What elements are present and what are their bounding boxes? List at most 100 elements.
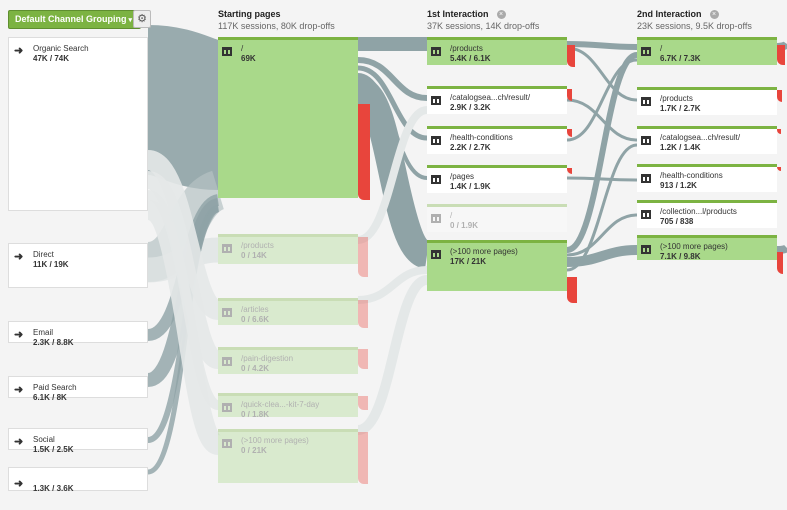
flow-band xyxy=(566,245,638,267)
first-interaction-node[interactable]: /products 5.4K / 6.1K xyxy=(427,37,567,65)
dropoff-bar[interactable] xyxy=(567,129,572,137)
column-header-second-interaction: 2nd Interaction × 23K sessions, 9.5K drop… xyxy=(637,8,752,32)
page-icon xyxy=(222,308,232,317)
source-node-social[interactable]: ➜ Social 1.5K / 2.5K xyxy=(8,428,148,454)
page-icon xyxy=(222,47,232,56)
dropoff-bar[interactable] xyxy=(777,252,783,274)
page-icon xyxy=(431,96,441,105)
first-interaction-node[interactable]: /catalogsea...ch/result/ 2.9K / 3.2K xyxy=(427,86,567,114)
chevron-down-icon: ▾ xyxy=(128,17,133,24)
dropoff-bar[interactable] xyxy=(777,129,781,134)
flow-band xyxy=(776,244,787,254)
second-interaction-node[interactable]: /collection...l/products 705 / 838 xyxy=(637,200,777,228)
arrow-right-icon: ➜ xyxy=(14,478,24,490)
dropoff-bar[interactable] xyxy=(358,300,368,328)
step1-flows xyxy=(354,36,433,435)
second-interaction-node[interactable]: /catalogsea...ch/result/ 1.2K / 1.4K xyxy=(637,126,777,154)
node-label: /products xyxy=(450,44,483,53)
dropoff-bar[interactable] xyxy=(777,45,785,65)
close-icon[interactable]: × xyxy=(709,10,719,20)
page-icon xyxy=(641,47,651,56)
node-value: 0 / 6.6K xyxy=(241,315,270,324)
node-label: /articles xyxy=(241,305,269,314)
dropoff-bar[interactable] xyxy=(358,349,368,369)
node-value: 1.7K / 2.7K xyxy=(660,104,701,113)
node-label: /catalogsea...ch/result/ xyxy=(450,93,531,102)
flow-band xyxy=(566,213,638,257)
flow-band xyxy=(566,46,638,102)
page-icon xyxy=(431,47,441,56)
page-icon xyxy=(641,245,651,254)
first-interaction-node[interactable]: /health-conditions 2.2K / 2.7K xyxy=(427,126,567,154)
source-node-email[interactable]: ➜ Email 2.3K / 8.8K xyxy=(8,321,148,347)
flow-band xyxy=(566,176,638,182)
node-label: /pain-digestion xyxy=(241,354,294,363)
node-value: 5.4K / 6.1K xyxy=(450,54,491,63)
dropoff-bar[interactable] xyxy=(358,432,368,484)
starting-page-node[interactable]: /articles 0 / 6.6K xyxy=(218,298,358,325)
dropoff-bar[interactable] xyxy=(567,168,572,174)
flow-band xyxy=(357,266,428,304)
node-value: 6.7K / 7.3K xyxy=(660,54,701,63)
node-label: / xyxy=(660,44,663,53)
node-value: 705 / 838 xyxy=(660,217,694,226)
source-node-other[interactable]: ➜ 1.3K / 3.6K xyxy=(8,467,148,493)
starting-page-node[interactable]: /quick-clea...-kit-7-day 0 / 1.8K xyxy=(218,393,358,419)
node-value: 2.2K / 2.7K xyxy=(450,143,491,152)
dropoff-bar[interactable] xyxy=(777,90,782,102)
flow-band xyxy=(144,200,223,455)
starting-page-node[interactable]: /products 0 / 14K xyxy=(218,234,358,264)
dropoff-bar[interactable] xyxy=(777,167,781,171)
source-node-organic-search[interactable]: ➜ Organic Search 47K / 74K xyxy=(8,37,148,211)
dropoff-bar[interactable] xyxy=(358,396,368,410)
node-label: (>100 more pages) xyxy=(241,436,309,445)
settings-button[interactable]: ⚙ xyxy=(133,10,151,28)
column-subtitle: 117K sessions, 80K drop-offs xyxy=(218,21,335,31)
source-value: 1.5K / 2.5K xyxy=(33,445,74,454)
arrow-right-icon: ➜ xyxy=(14,436,24,448)
source-value: 11K / 19K xyxy=(33,260,69,269)
dropoff-bar[interactable] xyxy=(567,277,577,303)
dropoff-bar[interactable] xyxy=(358,237,368,277)
node-value: 1.4K / 1.9K xyxy=(450,182,491,191)
flow-band xyxy=(144,25,223,190)
source-node-direct[interactable]: ➜ Direct 11K / 19K xyxy=(8,243,148,288)
starting-page-node[interactable]: (>100 more pages) 0 / 21K xyxy=(218,429,358,483)
node-value: 0 / 21K xyxy=(241,446,267,455)
node-label: /catalogsea...ch/result/ xyxy=(660,133,741,142)
node-value: 7.1K / 9.8K xyxy=(660,252,701,261)
dropoff-bar[interactable] xyxy=(358,104,370,200)
step3-flows xyxy=(776,41,787,254)
dropoff-bar[interactable] xyxy=(567,45,575,67)
arrow-right-icon: ➜ xyxy=(14,384,24,396)
starting-page-node[interactable]: /pain-digestion 0 / 4.2K xyxy=(218,347,358,374)
dimension-dropdown[interactable]: Default Channel Grouping ▾ xyxy=(8,10,142,29)
node-label: /pages xyxy=(450,172,475,181)
source-name: Email xyxy=(33,328,54,337)
first-interaction-node[interactable]: / 0 / 1.9K xyxy=(427,204,567,232)
source-value: 2.3K / 8.8K xyxy=(33,338,74,347)
flow-band xyxy=(566,143,638,272)
source-flows xyxy=(144,25,227,475)
close-icon[interactable]: × xyxy=(496,10,506,20)
dropoff-bar[interactable] xyxy=(567,89,572,101)
node-value: 2.9K / 3.2K xyxy=(450,103,491,112)
column-title: 2nd Interaction xyxy=(637,9,702,19)
column-title: 1st Interaction xyxy=(427,9,489,19)
node-value: 69K xyxy=(241,54,256,63)
second-interaction-node[interactable]: (>100 more pages) 7.1K / 9.8K xyxy=(637,235,777,261)
first-interaction-node[interactable]: (>100 more pages) 17K / 21K xyxy=(427,240,567,291)
flow-band xyxy=(357,106,428,244)
starting-page-node[interactable]: / 69K xyxy=(218,37,358,198)
second-interaction-node[interactable]: / 6.7K / 7.3K xyxy=(637,37,777,65)
source-name: Paid Search xyxy=(33,383,77,392)
second-interaction-node[interactable]: /health-conditions 913 / 1.2K xyxy=(637,164,777,192)
source-node-paid-search[interactable]: ➜ Paid Search 6.1K / 8K xyxy=(8,376,148,402)
node-label: /quick-clea...-kit-7-day xyxy=(241,400,320,409)
page-icon xyxy=(431,136,441,145)
first-interaction-node[interactable]: /pages 1.4K / 1.9K xyxy=(427,165,567,193)
second-interaction-node[interactable]: /products 1.7K / 2.7K xyxy=(637,87,777,115)
page-icon xyxy=(222,439,232,448)
node-value: 0 / 4.2K xyxy=(241,364,270,373)
dimension-dropdown-label: Default Channel Grouping xyxy=(15,14,127,24)
